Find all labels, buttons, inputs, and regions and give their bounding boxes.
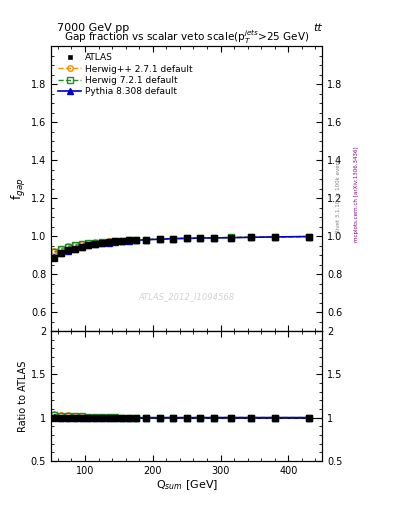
Y-axis label: f$_{gap}$: f$_{gap}$ xyxy=(10,177,28,200)
Text: Rivet 3.1.10, ≥ 100k events: Rivet 3.1.10, ≥ 100k events xyxy=(336,156,341,233)
Legend: ATLAS, Herwig++ 2.7.1 default, Herwig 7.2.1 default, Pythia 8.308 default: ATLAS, Herwig++ 2.7.1 default, Herwig 7.… xyxy=(55,51,196,99)
Y-axis label: Ratio to ATLAS: Ratio to ATLAS xyxy=(18,360,28,432)
Title: Gap fraction vs scalar veto scale(p$_T^{jets}$>25 GeV): Gap fraction vs scalar veto scale(p$_T^{… xyxy=(64,28,309,46)
Text: mcplots.cern.ch [arXiv:1306.3436]: mcplots.cern.ch [arXiv:1306.3436] xyxy=(354,147,359,242)
Text: 7000 GeV pp: 7000 GeV pp xyxy=(57,23,129,33)
X-axis label: Q$_{sum}$ [GeV]: Q$_{sum}$ [GeV] xyxy=(156,478,218,492)
Text: ATLAS_2012_I1094568: ATLAS_2012_I1094568 xyxy=(139,292,235,302)
Text: tt: tt xyxy=(314,23,322,33)
